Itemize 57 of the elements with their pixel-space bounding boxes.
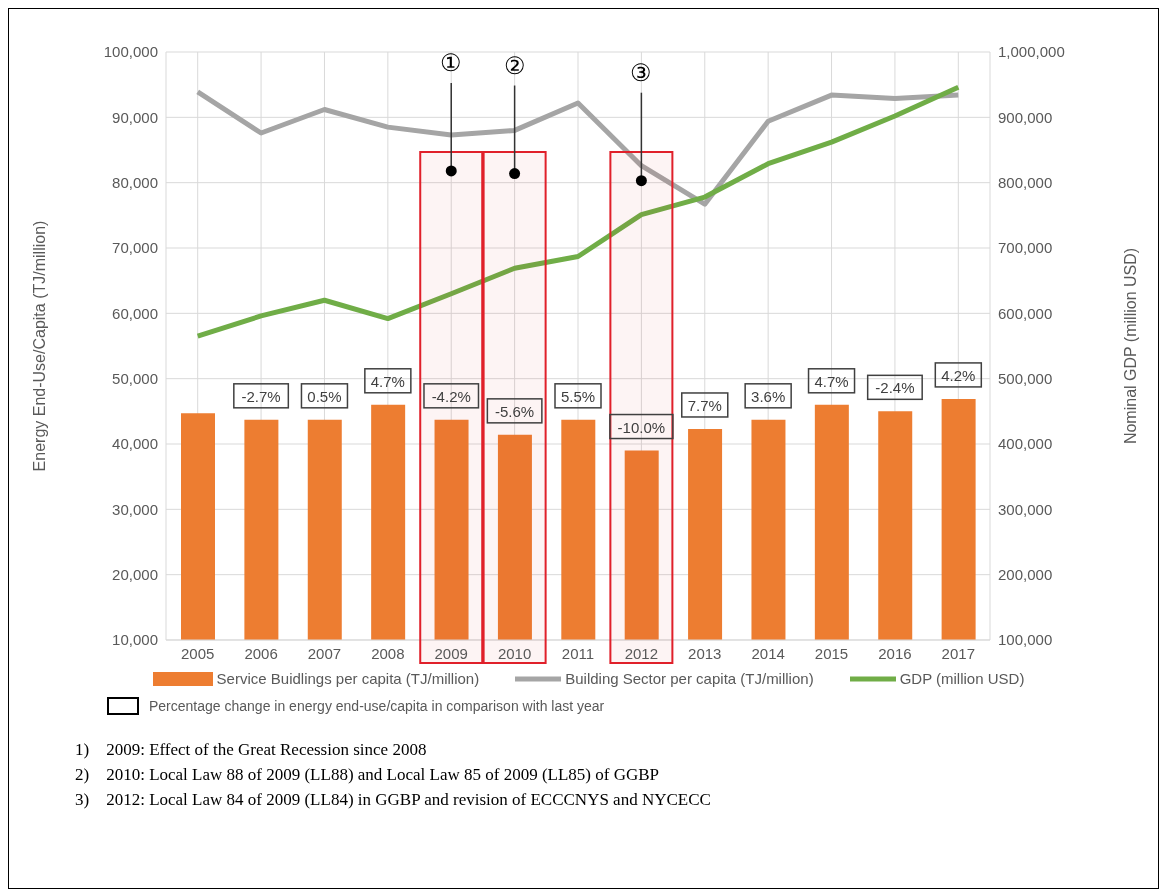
annotation: 4.7% — [370, 372, 405, 390]
annotation: ② — [503, 52, 526, 79]
x-tick-label: 2006 — [244, 644, 278, 662]
x-tick-label: 2013 — [688, 644, 722, 662]
text: 1) 2009: Effect of the Great Recession since 2008 — [75, 739, 428, 761]
text: 2) 2010: Local Law 88 of 2009 (LL88) and Local Law 85 of 2009 (LL85) of GGBP — [75, 764, 660, 786]
y2-tick-label: 900,000 — [998, 108, 1053, 126]
x-tick-label: 2008 — [371, 644, 405, 662]
y2-tick-label: 1,000,000 — [998, 43, 1065, 61]
y-tick-label: 60,000 — [112, 304, 158, 322]
x-tick-label: 2007 — [307, 644, 342, 662]
x-tick-label: 2015 — [814, 644, 849, 662]
x-tick-label: 2011 — [561, 644, 595, 662]
annotation: -2.4% — [875, 379, 915, 397]
y2-tick-label: 400,000 — [998, 435, 1053, 453]
y2-axis-title: Nominal GDP (million USD) — [1121, 247, 1139, 445]
annotation: ③ — [630, 59, 653, 86]
annotation: ① — [440, 49, 463, 76]
y2-tick-label: 600,000 — [998, 304, 1053, 322]
annotation: 3.6% — [751, 387, 786, 405]
y-tick-label: 80,000 — [112, 173, 158, 191]
annotation: 7.7% — [687, 396, 722, 414]
annotation: -5.6% — [495, 402, 535, 420]
x-tick-label: 2009 — [434, 644, 468, 662]
x-tick-label: 2012 — [624, 644, 659, 662]
annotation: -10.0% — [617, 418, 666, 436]
annotation: 4.7% — [814, 372, 849, 390]
y2-tick-label: 700,000 — [998, 239, 1053, 257]
y-tick-label: 30,000 — [112, 500, 158, 518]
y2-tick-label: 500,000 — [998, 369, 1053, 387]
y-tick-label: 70,000 — [112, 239, 158, 257]
x-tick-label: 2014 — [751, 644, 785, 662]
annotation: 4.2% — [941, 366, 976, 384]
y2-tick-label: 300,000 — [998, 500, 1053, 518]
x-tick-label: 2010 — [497, 644, 532, 662]
y2-tick-label: 200,000 — [998, 565, 1053, 583]
x-tick-label: 2017 — [941, 644, 975, 662]
x-tick-label: 2016 — [878, 644, 912, 662]
y-axis-title: Energy End-Use/Capita (TJ/million) — [30, 220, 48, 472]
x-tick-label: 2005 — [181, 644, 215, 662]
y-tick-label: 20,000 — [112, 565, 158, 583]
y2-tick-label: 800,000 — [998, 173, 1053, 191]
legend-label: Service Buidlings per capita (TJ/million) — [215, 670, 480, 687]
text: Percentage change in energy end-use/capita in comparison with last year — [149, 698, 605, 714]
y-tick-label: 90,000 — [112, 108, 158, 126]
y-tick-label: 10,000 — [112, 631, 158, 649]
legend-label: GDP (million USD) — [898, 670, 1025, 687]
annotation: -4.2% — [431, 387, 471, 405]
annotation: 5.5% — [560, 387, 596, 405]
annotation: -2.7% — [241, 387, 281, 405]
legend-label: Building Sector per capita (TJ/million) — [564, 670, 814, 687]
y-tick-label: 50,000 — [112, 369, 158, 387]
y-tick-label: 40,000 — [112, 435, 158, 453]
y2-tick-label: 100,000 — [998, 631, 1053, 649]
annotation: 0.5% — [307, 387, 342, 405]
text: 3) 2012: Local Law 84 of 2009 (LL84) in GGBP and revision of ECCCNYS and NYCECC — [75, 789, 711, 811]
y-tick-label: 100,000 — [103, 43, 158, 61]
